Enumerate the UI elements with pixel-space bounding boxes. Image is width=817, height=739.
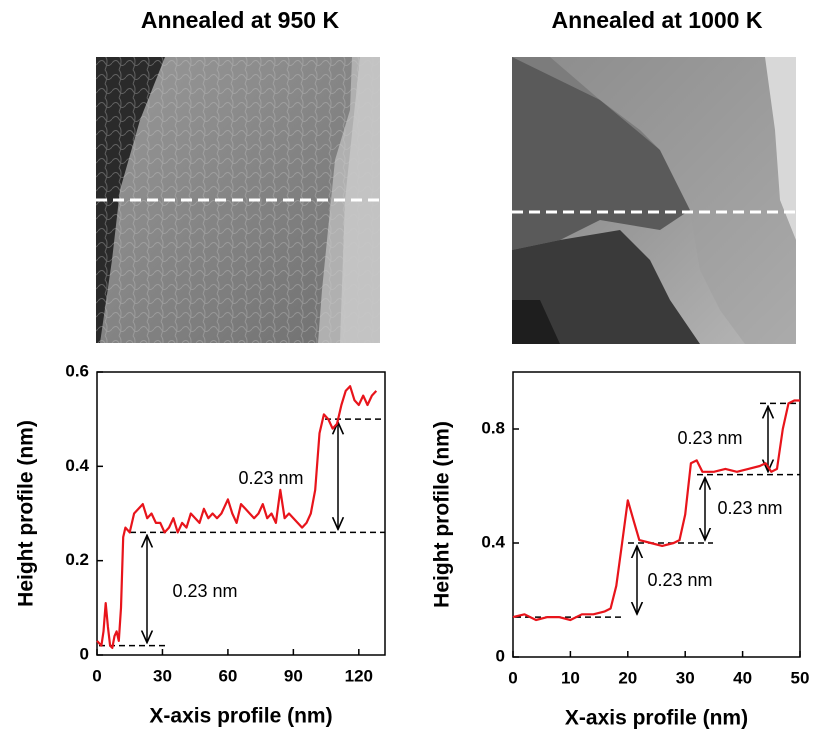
chart-title: Annealed at 950 K [141, 7, 340, 33]
x-tick-label: 0 [92, 666, 101, 685]
x-axis-label: X-axis profile (nm) [149, 705, 332, 728]
x-tick-label: 90 [284, 666, 303, 685]
step-label: 0.23 nm [677, 428, 742, 448]
x-tick-label: 10 [561, 668, 580, 687]
y-tick-label: 0.4 [481, 532, 505, 551]
x-tick-label: 50 [791, 668, 810, 687]
y-tick-label: 0.6 [65, 361, 89, 380]
profile-line [512, 399, 800, 622]
x-tick-label: 120 [345, 666, 373, 685]
x-tick-label: 20 [618, 668, 637, 687]
stm-image-950 [96, 57, 380, 343]
x-axis-label: X-axis profile (nm) [565, 707, 748, 730]
y-tick-label: 0 [80, 644, 89, 663]
step-label: 0.23 nm [238, 468, 303, 488]
y-axis-label: Height profile (nm) [15, 420, 38, 607]
x-tick-label: 0 [508, 668, 517, 687]
step-label: 0.23 nm [717, 498, 782, 518]
plot-frame [512, 371, 801, 658]
plot-frame [96, 371, 386, 656]
x-tick-label: 30 [676, 668, 695, 687]
y-axis-label: Height profile (nm) [431, 421, 454, 608]
stm-image-1000 [512, 57, 796, 344]
profile-line [96, 385, 378, 649]
y-tick-label: 0.4 [65, 456, 89, 475]
x-tick-label: 30 [153, 666, 172, 685]
step-label: 0.23 nm [647, 570, 712, 590]
y-tick-label: 0.2 [65, 550, 89, 569]
x-tick-label: 60 [218, 666, 237, 685]
chart-title: Annealed at 1000 K [552, 7, 763, 33]
y-tick-label: 0 [496, 646, 505, 665]
step-label: 0.23 nm [172, 581, 237, 601]
x-tick-label: 40 [733, 668, 752, 687]
y-tick-label: 0.8 [481, 418, 505, 437]
